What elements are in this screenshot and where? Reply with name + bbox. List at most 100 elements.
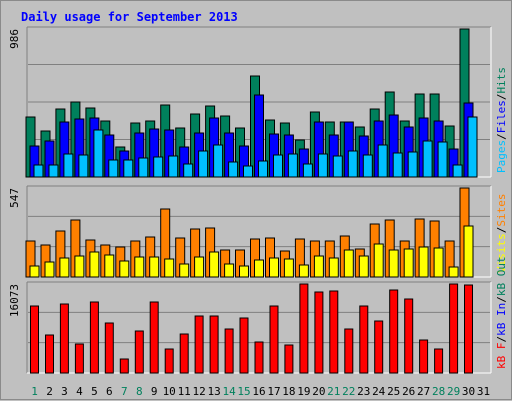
x-tick-label-day-6: 6 [106, 385, 113, 398]
x-tick-label-day-13: 13 [207, 385, 220, 398]
x-tick-label-day-17: 17 [267, 385, 280, 398]
bar-visits-day-11 [179, 263, 190, 278]
x-tick-label-day-5: 5 [91, 385, 98, 398]
x-tick-label-day-29: 29 [447, 385, 460, 398]
bar-kb-f-day-11 [179, 333, 189, 374]
bar-visits-day-18 [283, 258, 294, 278]
x-tick-label-day-15: 15 [237, 385, 250, 398]
bar-pages-day-7 [123, 159, 134, 178]
panel-hits-ymax-label: 986 [8, 29, 21, 49]
bar-pages-day-28 [437, 141, 448, 178]
side-label-files: Files [495, 100, 508, 133]
bar-visits-day-10 [164, 258, 175, 278]
bar-pages-day-8 [138, 157, 149, 178]
bar-pages-day-19 [302, 163, 313, 178]
bar-pages-day-23 [362, 154, 373, 178]
bar-kb-f-day-17 [269, 305, 279, 374]
bar-visits-day-25 [388, 249, 399, 278]
bar-visits-day-22 [343, 249, 354, 278]
bar-pages-day-5 [93, 129, 104, 178]
bar-kb-f-day-1 [30, 305, 39, 374]
side-label-slash: / [495, 133, 508, 140]
bar-kb-f-day-23 [359, 305, 369, 374]
x-tick-label-day-12: 12 [192, 385, 205, 398]
bar-kb-f-day-30 [464, 284, 473, 374]
x-tick-label-day-24: 24 [372, 385, 386, 398]
bar-pages-day-18 [287, 153, 298, 178]
bar-visits-day-9 [149, 256, 160, 278]
x-tick-label-day-26: 26 [402, 385, 415, 398]
x-tick-label-day-21: 21 [327, 385, 340, 398]
bar-kb-f-day-16 [254, 341, 264, 374]
bar-pages-day-11 [183, 163, 194, 178]
bar-kb-f-day-26 [404, 298, 414, 374]
bar-kb-f-day-9 [149, 301, 159, 374]
bar-kb-f-day-5 [89, 301, 99, 374]
bar-visits-day-28 [433, 247, 444, 278]
bar-visits-day-1 [29, 265, 40, 278]
bar-pages-day-26 [407, 151, 418, 178]
bar-visits-day-19 [298, 264, 309, 278]
x-tick-label-day-25: 25 [387, 385, 400, 398]
panel-kbytes-ymax-label: 16073 [8, 284, 21, 317]
bar-kb-f-day-25 [389, 289, 399, 374]
bar-kb-f-day-22 [344, 328, 354, 374]
bar-visits-day-20 [313, 255, 324, 278]
bar-pages-day-20 [317, 153, 328, 178]
panel-visits-ymax-label: 547 [8, 188, 21, 208]
bar-kb-f-day-27 [419, 339, 429, 374]
x-tick-label-day-2: 2 [46, 385, 53, 398]
panel-hits-side-labels: Pages/Files/Hits [495, 67, 508, 173]
side-label-kb-in: kB In [495, 303, 508, 336]
bar-pages-day-22 [347, 150, 358, 178]
panel-visits-side-labels: Visits/Sites [495, 194, 508, 274]
bar-kb-f-day-4 [74, 343, 84, 374]
bar-visits-day-8 [134, 256, 145, 278]
side-label-hits: Hits [495, 67, 508, 94]
bar-pages-day-10 [168, 155, 179, 178]
bar-visits-day-13 [209, 251, 220, 278]
bar-visits-day-24 [373, 243, 384, 278]
x-tick-label-day-19: 19 [297, 385, 310, 398]
bar-visits-day-21 [328, 257, 339, 278]
bar-visits-day-26 [403, 248, 414, 278]
x-tick-label-day-31: 31 [477, 385, 490, 398]
panel-kbytes-side-labels: kB F/kB In/kB Out [495, 256, 508, 369]
x-tick-label-day-22: 22 [342, 385, 355, 398]
bar-pages-day-29 [452, 164, 463, 178]
bar-kb-f-day-14 [224, 328, 234, 374]
x-tick-label-day-7: 7 [121, 385, 128, 398]
bar-visits-day-30 [463, 225, 474, 278]
bar-kb-f-day-3 [59, 303, 69, 374]
bar-visits-day-23 [358, 255, 369, 278]
bar-pages-day-16 [258, 160, 268, 178]
bar-pages-day-3 [63, 153, 74, 178]
bar-visits-day-17 [269, 257, 279, 278]
bar-pages-day-27 [422, 140, 433, 178]
bar-kb-f-day-12 [194, 315, 204, 374]
x-tick-label-day-14: 14 [222, 385, 236, 398]
x-tick-label-day-8: 8 [136, 385, 143, 398]
bar-kb-f-day-15 [239, 317, 249, 374]
bar-visits-day-15 [239, 265, 249, 278]
bar-pages-day-6 [108, 159, 119, 178]
x-tick-label-day-10: 10 [163, 385, 176, 398]
bar-kb-f-day-28 [434, 348, 444, 374]
bar-kb-f-day-8 [134, 330, 144, 374]
bar-kb-f-day-29 [449, 283, 459, 374]
bar-kb-f-day-2 [45, 334, 54, 374]
bar-visits-day-27 [418, 246, 429, 278]
x-tick-label-day-30: 30 [462, 385, 475, 398]
x-tick-label-day-9: 9 [151, 385, 158, 398]
x-tick-label-day-23: 23 [357, 385, 370, 398]
side-label-sites: Sites [495, 194, 508, 227]
bar-kb-f-day-21 [329, 290, 339, 374]
bar-pages-day-4 [78, 154, 89, 178]
side-label-slash: / [495, 296, 508, 303]
bar-pages-day-9 [153, 156, 164, 178]
x-tick-label-day-27: 27 [417, 385, 430, 398]
x-tick-label-day-16: 16 [252, 385, 265, 398]
bar-kb-f-day-19 [299, 283, 309, 374]
